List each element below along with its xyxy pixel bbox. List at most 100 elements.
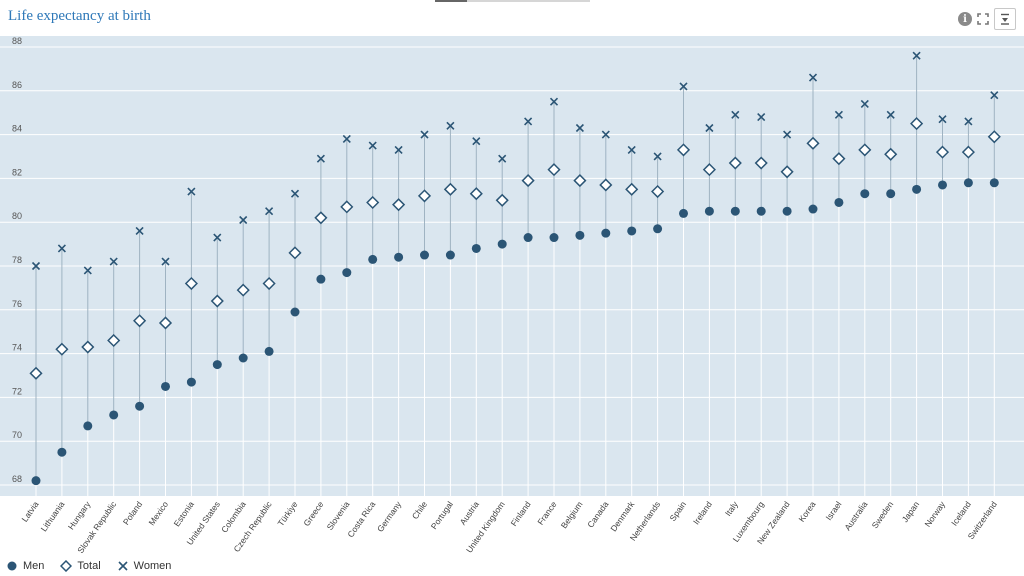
men-point[interactable] xyxy=(653,224,663,234)
total-point[interactable] xyxy=(288,246,302,260)
men-point[interactable] xyxy=(782,206,792,216)
women-point[interactable] xyxy=(316,154,325,163)
women-point[interactable] xyxy=(705,123,714,133)
men-point[interactable] xyxy=(316,274,326,284)
men-point[interactable] xyxy=(394,252,404,262)
women-point[interactable] xyxy=(679,82,688,91)
women-point[interactable] xyxy=(575,123,584,133)
women-point[interactable] xyxy=(83,266,92,275)
total-point[interactable] xyxy=(910,117,924,131)
total-point[interactable] xyxy=(806,136,820,150)
men-point[interactable] xyxy=(290,307,300,317)
women-point[interactable] xyxy=(834,110,843,119)
total-point[interactable] xyxy=(184,276,198,291)
total-point[interactable] xyxy=(210,294,224,308)
women-point[interactable] xyxy=(653,152,662,161)
total-point[interactable] xyxy=(469,187,483,201)
women-point[interactable] xyxy=(420,130,429,139)
total-point[interactable] xyxy=(314,211,328,225)
women-point[interactable] xyxy=(368,141,377,150)
men-point[interactable] xyxy=(730,206,740,216)
expand-icon[interactable] xyxy=(976,12,990,26)
men-point[interactable] xyxy=(31,476,41,486)
women-point[interactable] xyxy=(31,261,41,271)
men-point[interactable] xyxy=(549,233,559,243)
total-point[interactable] xyxy=(884,147,898,161)
men-point[interactable] xyxy=(497,239,507,249)
men-point[interactable] xyxy=(963,178,973,188)
women-point[interactable] xyxy=(472,137,481,146)
total-point[interactable] xyxy=(547,163,561,177)
total-point[interactable] xyxy=(81,340,95,354)
total-point[interactable] xyxy=(702,163,716,177)
total-point[interactable] xyxy=(521,174,535,188)
men-point[interactable] xyxy=(186,377,196,387)
men-point[interactable] xyxy=(420,250,429,260)
women-point[interactable] xyxy=(886,110,895,119)
men-point[interactable] xyxy=(57,447,67,457)
total-point[interactable] xyxy=(599,178,613,192)
men-point[interactable] xyxy=(109,410,119,420)
men-point[interactable] xyxy=(601,228,611,238)
total-point[interactable] xyxy=(392,198,406,212)
women-point[interactable] xyxy=(109,257,118,266)
legend-item-women[interactable]: Women xyxy=(117,560,171,572)
total-point[interactable] xyxy=(495,193,509,207)
total-point[interactable] xyxy=(651,184,665,199)
women-point[interactable] xyxy=(964,117,973,126)
men-point[interactable] xyxy=(756,206,766,216)
women-point[interactable] xyxy=(394,145,403,154)
women-point[interactable] xyxy=(938,115,947,124)
total-point[interactable] xyxy=(417,189,432,203)
total-point[interactable] xyxy=(935,145,950,159)
men-point[interactable] xyxy=(834,197,844,207)
legend-item-total[interactable]: Total xyxy=(60,560,101,572)
women-point[interactable] xyxy=(57,244,66,253)
men-point[interactable] xyxy=(238,353,248,363)
women-point[interactable] xyxy=(860,99,869,108)
men-point[interactable] xyxy=(83,421,93,431)
men-point[interactable] xyxy=(368,254,378,264)
total-point[interactable] xyxy=(236,283,250,297)
total-point[interactable] xyxy=(340,200,354,214)
info-icon[interactable]: i xyxy=(958,12,972,26)
men-point[interactable] xyxy=(471,243,481,253)
men-point[interactable] xyxy=(808,204,818,214)
total-point[interactable] xyxy=(676,143,691,157)
women-point[interactable] xyxy=(990,91,999,100)
men-point[interactable] xyxy=(989,178,999,188)
men-point[interactable] xyxy=(575,230,585,240)
women-point[interactable] xyxy=(265,207,274,216)
legend-item-men[interactable]: Men xyxy=(6,560,44,572)
women-point[interactable] xyxy=(161,257,170,266)
total-point[interactable] xyxy=(961,145,975,159)
total-point[interactable] xyxy=(262,276,276,291)
women-point[interactable] xyxy=(498,154,507,163)
men-point[interactable] xyxy=(704,206,714,216)
men-point[interactable] xyxy=(161,381,170,391)
total-point[interactable] xyxy=(133,314,147,328)
women-point[interactable] xyxy=(627,145,636,154)
men-point[interactable] xyxy=(938,180,947,190)
total-point[interactable] xyxy=(780,165,794,179)
women-point[interactable] xyxy=(239,215,248,225)
total-point[interactable] xyxy=(987,130,1001,144)
total-point[interactable] xyxy=(728,156,742,170)
women-point[interactable] xyxy=(808,73,818,82)
men-point[interactable] xyxy=(445,250,455,260)
total-point[interactable] xyxy=(29,366,43,380)
women-point[interactable] xyxy=(290,189,300,198)
total-point[interactable] xyxy=(832,152,846,166)
women-point[interactable] xyxy=(342,134,351,144)
men-point[interactable] xyxy=(212,360,222,370)
women-point[interactable] xyxy=(601,130,610,139)
women-point[interactable] xyxy=(187,187,196,196)
women-point[interactable] xyxy=(135,226,144,236)
women-point[interactable] xyxy=(757,112,766,122)
women-point[interactable] xyxy=(213,233,222,242)
total-point[interactable] xyxy=(107,333,121,348)
men-point[interactable] xyxy=(860,189,870,199)
total-point[interactable] xyxy=(754,156,768,170)
men-point[interactable] xyxy=(264,346,274,356)
men-point[interactable] xyxy=(886,189,896,199)
